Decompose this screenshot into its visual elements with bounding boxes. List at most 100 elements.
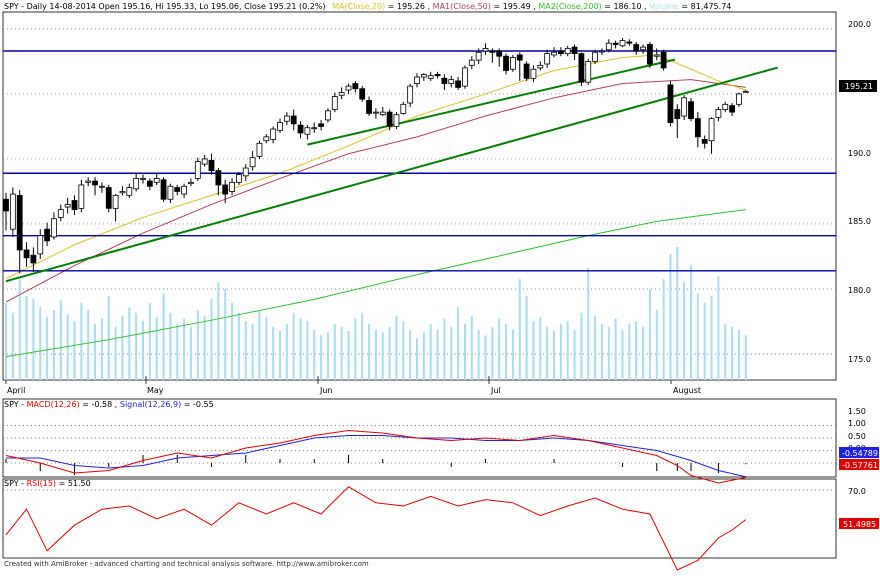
ma20-line (5, 54, 746, 280)
volume-bar (368, 324, 371, 380)
candle-body (407, 85, 414, 104)
rsi-symbol: SPY (4, 479, 19, 488)
candle-body (509, 57, 516, 70)
candle-body (537, 64, 544, 69)
price-tick-label: 185.0 (848, 217, 871, 226)
volume-bar (148, 303, 151, 380)
candle-body (455, 80, 462, 88)
volume-bar (710, 296, 713, 380)
panel-frame (2, 478, 837, 559)
macd-value: -0.58 (92, 400, 113, 409)
candle-body (311, 127, 318, 130)
candle-body (270, 128, 277, 140)
candle-body (592, 51, 598, 62)
volume-bar (635, 321, 638, 380)
header-description: Daily 14-08-2014 Open 195.16, Hi 195.33,… (27, 2, 326, 11)
candle-body (688, 101, 694, 120)
volume-bar (518, 279, 521, 380)
macd-label: MACD(12,26) (27, 400, 80, 409)
candle-body (283, 115, 290, 122)
candle-body (44, 228, 50, 242)
candle-body (701, 139, 708, 144)
volume-label: Volume (649, 2, 679, 11)
volume-bar (80, 303, 83, 380)
candle-body (605, 42, 612, 51)
volume-bar (320, 335, 323, 380)
signal-value: -0.55 (193, 400, 214, 409)
volume-bar (669, 254, 672, 380)
candle-body (660, 51, 667, 69)
candle-body (448, 79, 455, 84)
candle-body (3, 198, 9, 212)
ma20-label: MA(Close,20) (332, 2, 385, 11)
macd-last-label: -0.57761 (842, 461, 878, 470)
candle-body (133, 178, 140, 190)
candle-body (626, 41, 633, 44)
volume-bar (25, 296, 28, 380)
volume-bar (162, 293, 165, 380)
volume-bar (525, 296, 528, 380)
candle-body (174, 187, 181, 192)
volume-bar (703, 303, 706, 380)
volume-bar (87, 310, 90, 380)
volume-bar (354, 318, 357, 380)
candle-body (619, 40, 626, 47)
price-tick-label: 200.0 (848, 20, 871, 29)
volume-bar (135, 312, 138, 380)
volume-bar (409, 329, 412, 380)
volume-bar (676, 247, 679, 380)
volume-bar (587, 268, 590, 380)
candle-body (667, 84, 674, 123)
volume-bar (642, 326, 645, 380)
candle-body (516, 54, 523, 61)
volume-bar (155, 317, 158, 380)
candle-body (386, 111, 393, 127)
rsi-layer (5, 486, 747, 571)
candle-body (119, 191, 126, 194)
candle-body (544, 53, 551, 65)
candle-body (222, 184, 229, 195)
candle-body (557, 50, 564, 55)
volume-bar (737, 329, 740, 380)
candle-body (208, 159, 215, 172)
candle-body (352, 83, 359, 90)
volume-bar (422, 332, 425, 380)
candle-body (366, 100, 372, 114)
candle-body (585, 61, 592, 83)
volume-bar (463, 324, 466, 380)
volume-bar (285, 324, 288, 380)
volume-bar (395, 315, 398, 380)
month-label: May (147, 386, 164, 395)
volume-bar (46, 317, 49, 380)
volume-bar (196, 310, 199, 380)
volume-bar (347, 331, 350, 380)
candle-body (523, 63, 530, 79)
candle-body (229, 181, 235, 192)
rsi-header: SPY - RSI(15) = 51.50 (4, 479, 91, 488)
rsi-line (5, 486, 747, 571)
volume-bar (498, 318, 501, 380)
signal-last-box (839, 447, 879, 458)
candle-body (633, 44, 640, 52)
price-header: SPY - Daily 14-08-2014 Open 195.16, Hi 1… (4, 2, 731, 11)
volume-bar (402, 321, 405, 380)
volume-bar (107, 296, 110, 380)
volume-bar (100, 318, 103, 380)
volume-bar (388, 326, 391, 380)
candle-body (71, 200, 78, 211)
candle-body (564, 48, 571, 55)
candle-body (681, 97, 688, 117)
volume-bar (457, 307, 460, 380)
volume-bar (5, 303, 7, 380)
ma200-value: 186.10 (613, 2, 641, 11)
volume-bar (477, 329, 480, 380)
candle-body (736, 93, 742, 105)
macd-header: SPY - MACD(12,26) = -0.58 , Signal(12,26… (4, 400, 214, 409)
candle-body (462, 67, 468, 87)
volume-bar (224, 289, 227, 380)
grid-layer (2, 11, 837, 559)
candle-body (194, 161, 201, 179)
candle-body (112, 194, 119, 209)
